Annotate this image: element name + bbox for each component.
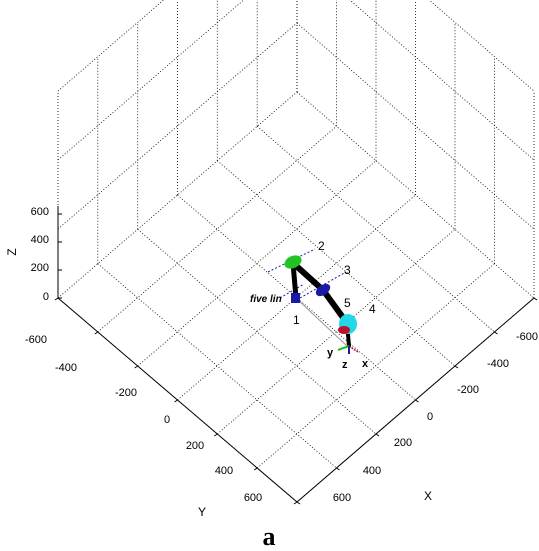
z-axis-label: Z (5, 248, 19, 255)
floor-grid-line (177, 194, 416, 401)
floor-grid-line (256, 125, 495, 333)
joint-label: 2 (318, 239, 325, 253)
wall-grid-line (296, 22, 535, 230)
frame-label-x: x (362, 358, 369, 370)
base-shadow-line (297, 299, 348, 347)
x-tick-mark (336, 467, 340, 471)
joint-3-marker (315, 283, 331, 297)
floor-grid-line (256, 263, 495, 469)
link-2 (290, 260, 326, 293)
joint-2-marker (284, 255, 302, 269)
y-tick-mark (54, 297, 59, 301)
z-tick-label: 200 (31, 262, 49, 274)
x-tick-mark (415, 399, 419, 403)
x-tick-label: 600 (333, 492, 351, 504)
y-tick-mark (214, 433, 218, 437)
y-tick-label: -200 (115, 387, 137, 399)
joint-axis-dash (279, 283, 305, 299)
x-tick-label: -600 (516, 331, 538, 343)
y-tick-mark (253, 467, 258, 471)
x-tick-label: -400 (487, 358, 509, 370)
joint-axis-dash (267, 248, 316, 273)
x-axis-label: X (424, 489, 432, 503)
grid-lines (57, 0, 535, 503)
frame-x-axis (348, 345, 359, 353)
x-tick-mark (296, 501, 301, 505)
frame-label-z: z (342, 359, 348, 371)
x-tick-mark (375, 433, 380, 437)
x-tick-labels: 600 400 200 0 -200 -400 -600 (333, 331, 538, 504)
y-tick-mark (134, 365, 138, 369)
axis-lines (54, 206, 538, 505)
x-tick-label: 200 (394, 437, 412, 449)
joint-label: 1 (293, 313, 300, 327)
z-tick-label: 400 (31, 234, 49, 246)
floor-grid-line (217, 160, 456, 367)
y-tick-label: -600 (25, 334, 47, 346)
x-tick-label: -200 (457, 384, 479, 396)
y-tick-label: 0 (164, 414, 170, 426)
x-tick-mark (454, 365, 459, 369)
joint-label: 4 (369, 302, 376, 316)
robot-arm: 2 3 1 5 4 x y z five lin (250, 239, 376, 371)
z-tick-label: 600 (31, 206, 49, 218)
y-tick-mark (293, 501, 298, 505)
y-tick-label: 600 (244, 492, 262, 504)
robot-name-label: five lin (250, 294, 282, 305)
tool-marker (338, 326, 350, 334)
joint-label: 5 (344, 296, 351, 310)
joint-label: 3 (344, 263, 351, 277)
y-axis-label: Y (198, 505, 206, 519)
y-tick-labels: -600 -400 -200 0 200 400 600 (25, 334, 262, 504)
link-1 (290, 260, 299, 301)
joint-1-marker (291, 293, 300, 303)
y-tick-mark (174, 399, 178, 403)
frame-y-axis (337, 345, 350, 351)
floor-grid-line (137, 160, 377, 367)
x-tick-label: 400 (363, 465, 381, 477)
floor-grid-line (137, 228, 377, 435)
z-tick-labels: 600 400 200 0 (31, 206, 49, 303)
floor-grid-line (217, 228, 456, 435)
wall-grid-line (349, 0, 535, 161)
x-tick-mark (494, 331, 498, 335)
joint-axis-dash (299, 271, 347, 299)
x-tick-mark (533, 297, 538, 301)
wall-grid-line (428, 0, 535, 92)
x-tick-label: 0 (427, 411, 433, 423)
y-tick-label: 200 (186, 440, 204, 452)
y-tick-mark (94, 331, 99, 335)
figure-caption: a (263, 522, 276, 551)
z-tick-label: 0 (43, 291, 49, 303)
floor-grid-line (97, 263, 337, 469)
y-tick-label: -400 (55, 362, 77, 374)
frame-label-y: y (327, 347, 334, 359)
y-tick-label: 400 (215, 465, 233, 477)
